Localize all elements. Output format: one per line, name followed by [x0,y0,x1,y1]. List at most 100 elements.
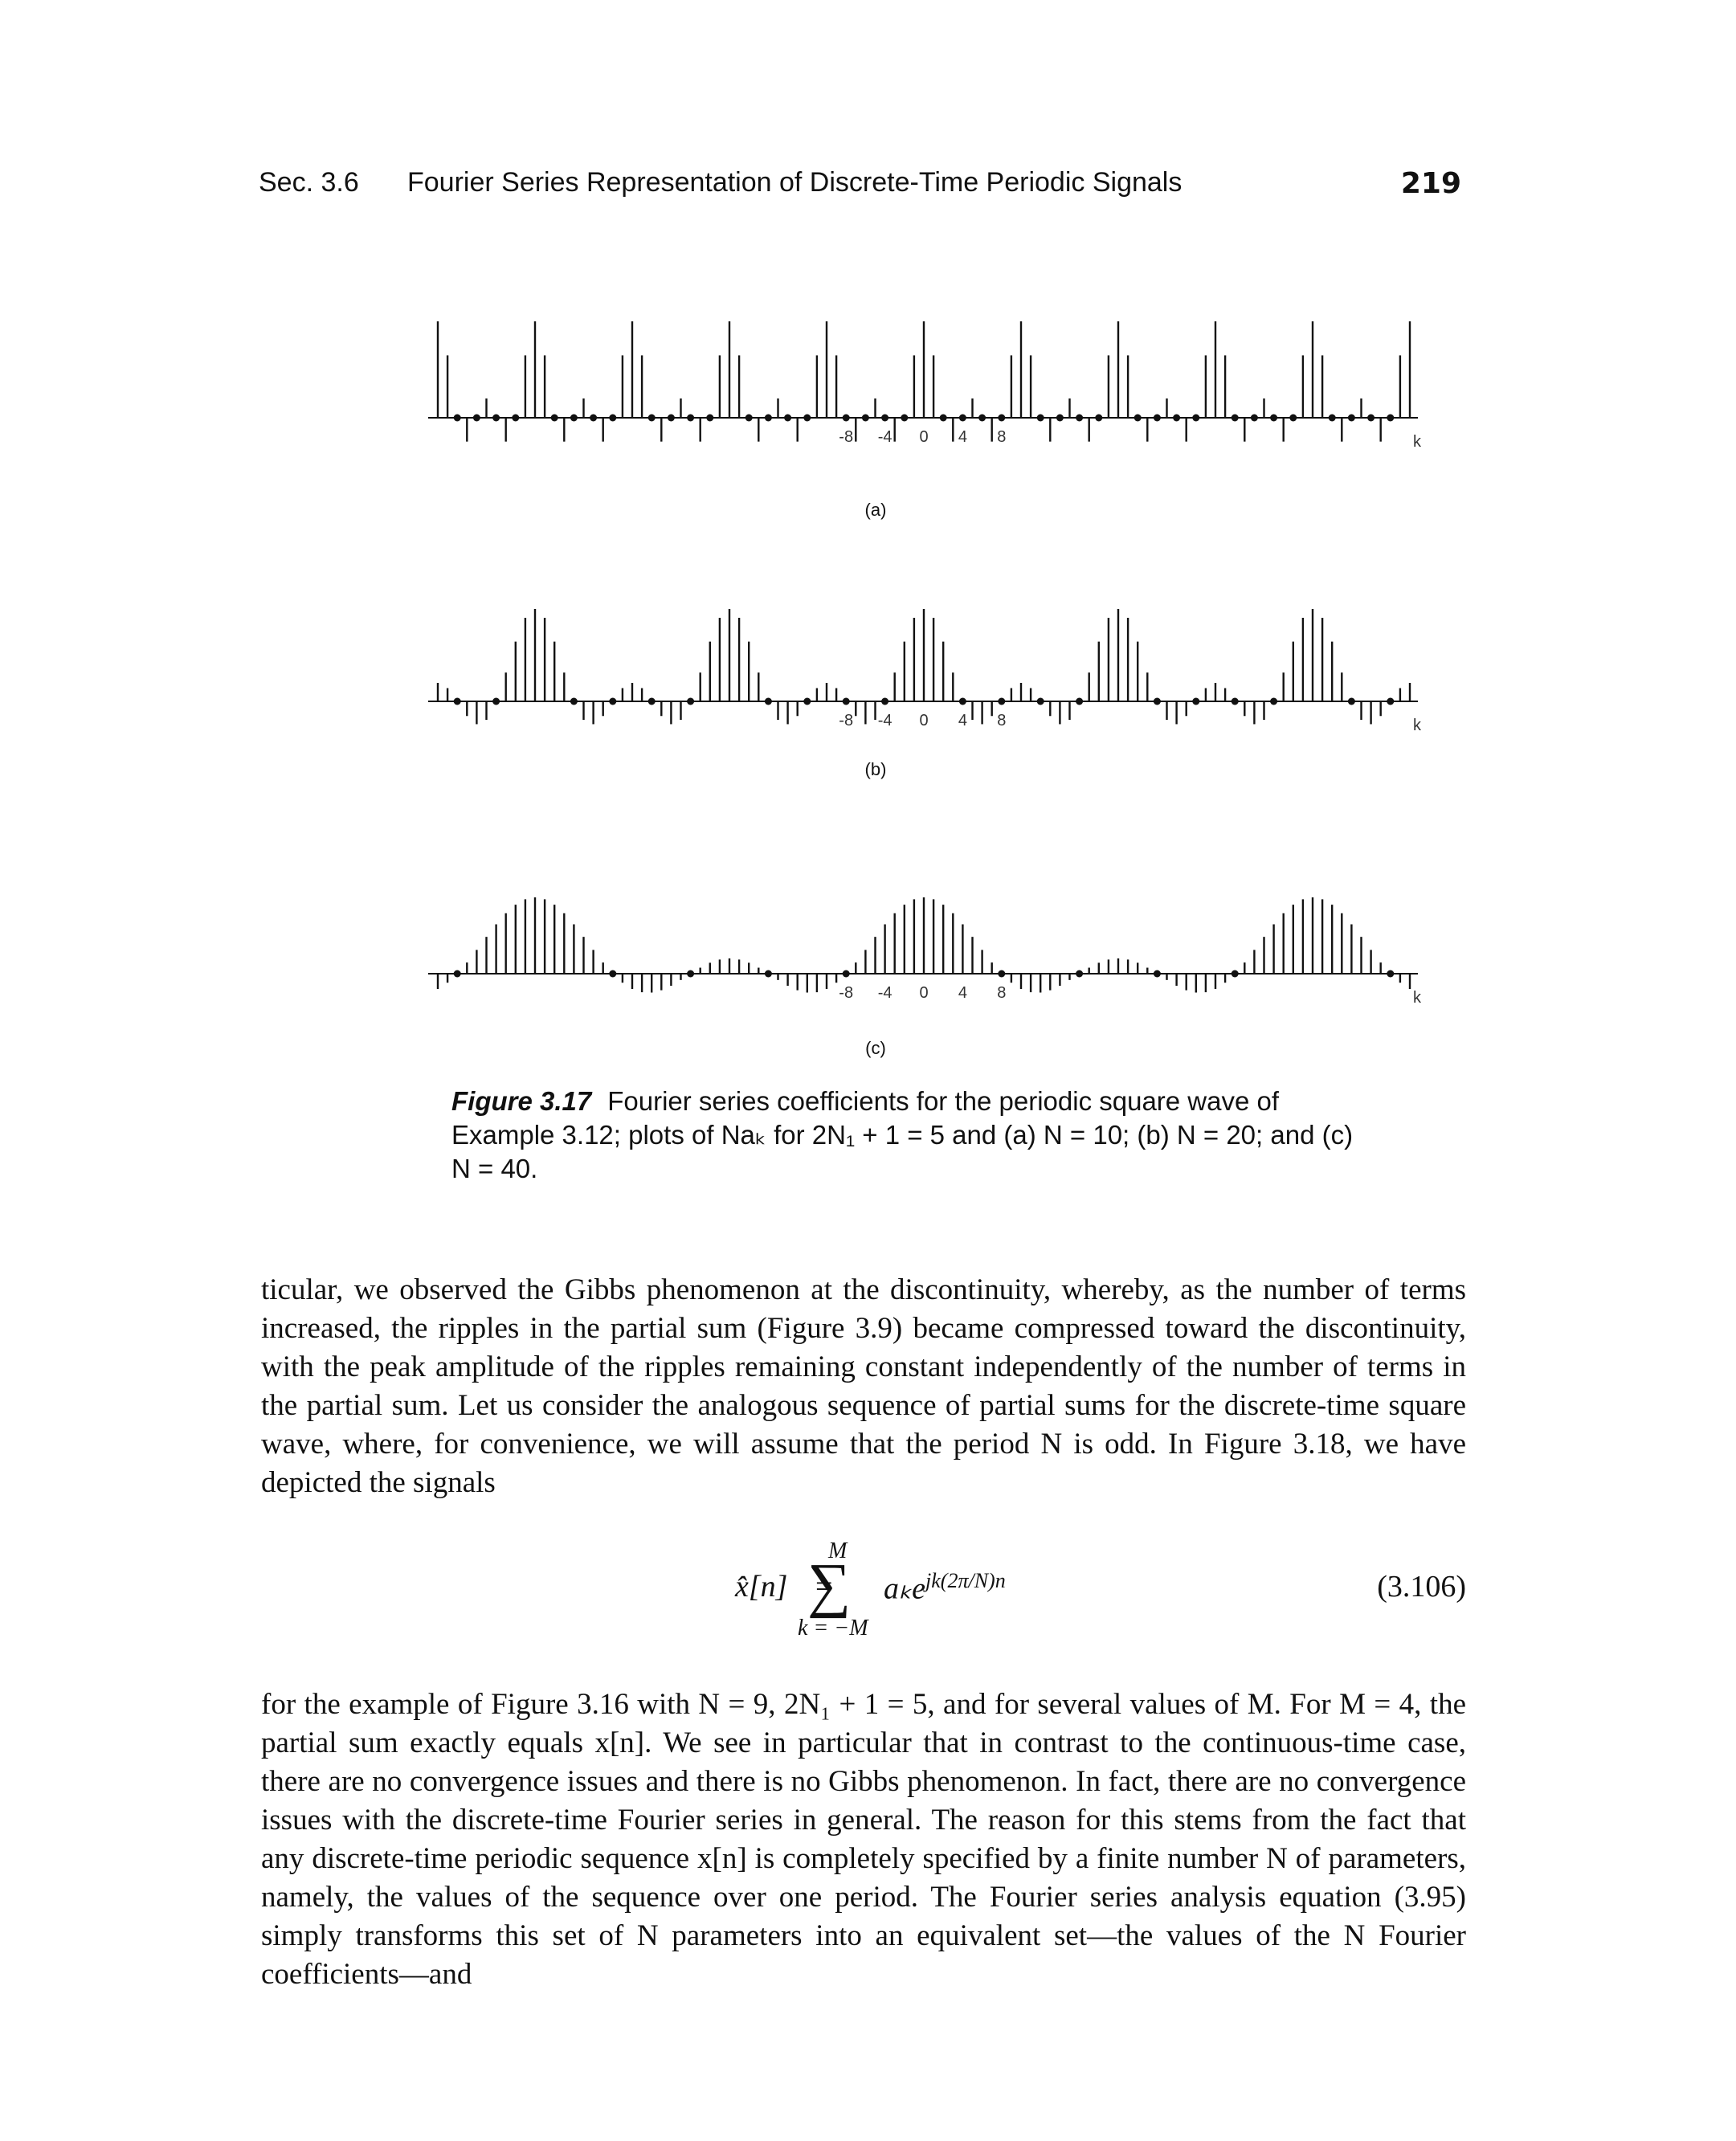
zero-sample-dot [1056,414,1064,422]
equation-3-106: x̂[n] = M ∑ k = −M aₖejk(2π/N)n (3.106) [261,1538,1466,1643]
term-base: aₖe [884,1571,926,1606]
paragraph-text: for the example of Figure 3.16 with N = … [261,1688,1466,1991]
zero-sample-dot [1173,414,1181,422]
zero-sample-dot [570,414,578,422]
zero-sample-dot [550,414,558,422]
tick-label: 4 [958,984,967,1002]
tick-label: 0 [919,428,928,446]
tick-label: -4 [878,712,893,729]
tick-label: -4 [878,984,893,1002]
tick-label: 4 [958,712,967,729]
stem-plot-a-svg: -8 -4 0 4 8 k [428,321,1422,451]
zero-sample-dot [667,414,675,422]
equation-number: (3.106) [1377,1570,1466,1604]
equation-lhs: x̂[n] [735,1570,788,1604]
zero-sample-dot [570,697,578,705]
body-paragraph-1: ticular, we observed the Gibbs phenomeno… [261,1271,1466,1502]
tick-label: -4 [878,428,893,446]
zero-sample-dot [1134,414,1142,422]
zero-sample-dot [609,697,617,705]
zero-sample-dot [1231,697,1239,705]
zero-sample-dot [1153,414,1161,422]
term-exponent: jk(2π/N)n [925,1569,1006,1592]
zero-sample-dot [512,414,520,422]
zero-sample-dot [1270,697,1278,705]
page-number: 219 [1400,167,1461,200]
zero-sample-dot [472,414,480,422]
zero-sample-dot [1387,697,1395,705]
zero-sample-dot [1387,414,1395,422]
zero-sample-dot [492,414,500,422]
zero-sample-dot [1153,970,1161,978]
zero-sample-dot [1250,414,1258,422]
axis-symbol-k: k [1413,433,1422,451]
zero-sample-dot [453,414,461,422]
figure-caption: Figure 3.17 Fourier series coefficients f… [451,1085,1375,1187]
zero-sample-dot [492,697,500,705]
zero-sample-dot [1076,970,1084,978]
equation-equals: = [815,1570,833,1604]
summation-sign: ∑ [807,1551,852,1619]
tick-label: 0 [919,984,928,1002]
zero-sample-dot [1036,414,1044,422]
zero-sample-dot [861,414,869,422]
running-header: Sec. 3.6 Fourier Series Representation o… [259,167,1461,206]
zero-sample-dot [1387,970,1395,978]
zero-sample-dot [1231,414,1239,422]
zero-sample-dot [453,970,461,978]
paragraph-text: ticular, we observed the Gibbs phenomeno… [261,1273,1466,1499]
zero-sample-dot [881,697,889,705]
zero-sample-dot [998,970,1006,978]
zero-sample-dot [1347,414,1355,422]
zero-sample-dot [647,697,656,705]
summation-term: aₖejk(2π/N)n [884,1569,1006,1607]
stem-plot-a: -8 -4 0 4 8 k [418,257,1430,482]
zero-sample-dot [1347,697,1355,705]
stem-plot-b-svg: -8 -4 0 4 8 k [428,609,1422,734]
panel-label-c: (c) [865,1038,886,1058]
zero-sample-dot [842,414,850,422]
tick-label: -8 [839,984,853,1002]
zero-sample-dot [764,697,772,705]
tick-label: 4 [958,428,967,446]
zero-sample-dot [784,414,792,422]
panel-label-a: (a) [864,500,887,520]
zero-sample-dot [1367,414,1375,422]
panel-label-b: (b) [864,759,887,779]
zero-sample-dot [453,697,461,705]
zero-sample-dot [803,697,811,705]
stem-plot-b: -8 -4 0 4 8 k [418,599,1430,751]
section-number: Sec. 3.6 [259,167,359,198]
zero-sample-dot [687,414,695,422]
axis-symbol-k: k [1413,717,1422,734]
tick-label: -8 [839,712,853,729]
tick-label: 8 [997,712,1006,729]
caption-text: Fourier series coefficients for the peri… [451,1086,1354,1184]
axis-symbol-k: k [1413,989,1422,1007]
zero-sample-dot [1270,414,1278,422]
header-title: Fourier Series Representation of Discret… [407,167,1183,198]
zero-sample-dot [958,697,966,705]
figure-label: Figure 3.17 [451,1086,592,1116]
tick-label: 0 [919,712,928,729]
zero-sample-dot [1192,697,1200,705]
zero-sample-dot [745,414,753,422]
zero-sample-dot [609,970,617,978]
stem-plot-c-svg: -8 -4 0 4 8 k [428,897,1422,1007]
summation-upper-limit: M [828,1538,848,1563]
zero-sample-dot [842,697,850,705]
tick-label: 8 [997,984,1006,1002]
zero-sample-dot [764,414,772,422]
zero-sample-dot [687,970,695,978]
zero-sample-dot [1036,697,1044,705]
summation-lower-limit: k = −M [798,1616,868,1640]
zero-sample-dot [842,970,850,978]
zero-sample-dot [939,414,947,422]
zero-sample-dot [1328,414,1336,422]
zero-sample-dot [998,697,1006,705]
zero-sample-dot [609,414,617,422]
zero-sample-dot [901,414,909,422]
tick-label: 8 [997,428,1006,446]
zero-sample-dot [1231,970,1239,978]
zero-sample-dot [1076,414,1084,422]
